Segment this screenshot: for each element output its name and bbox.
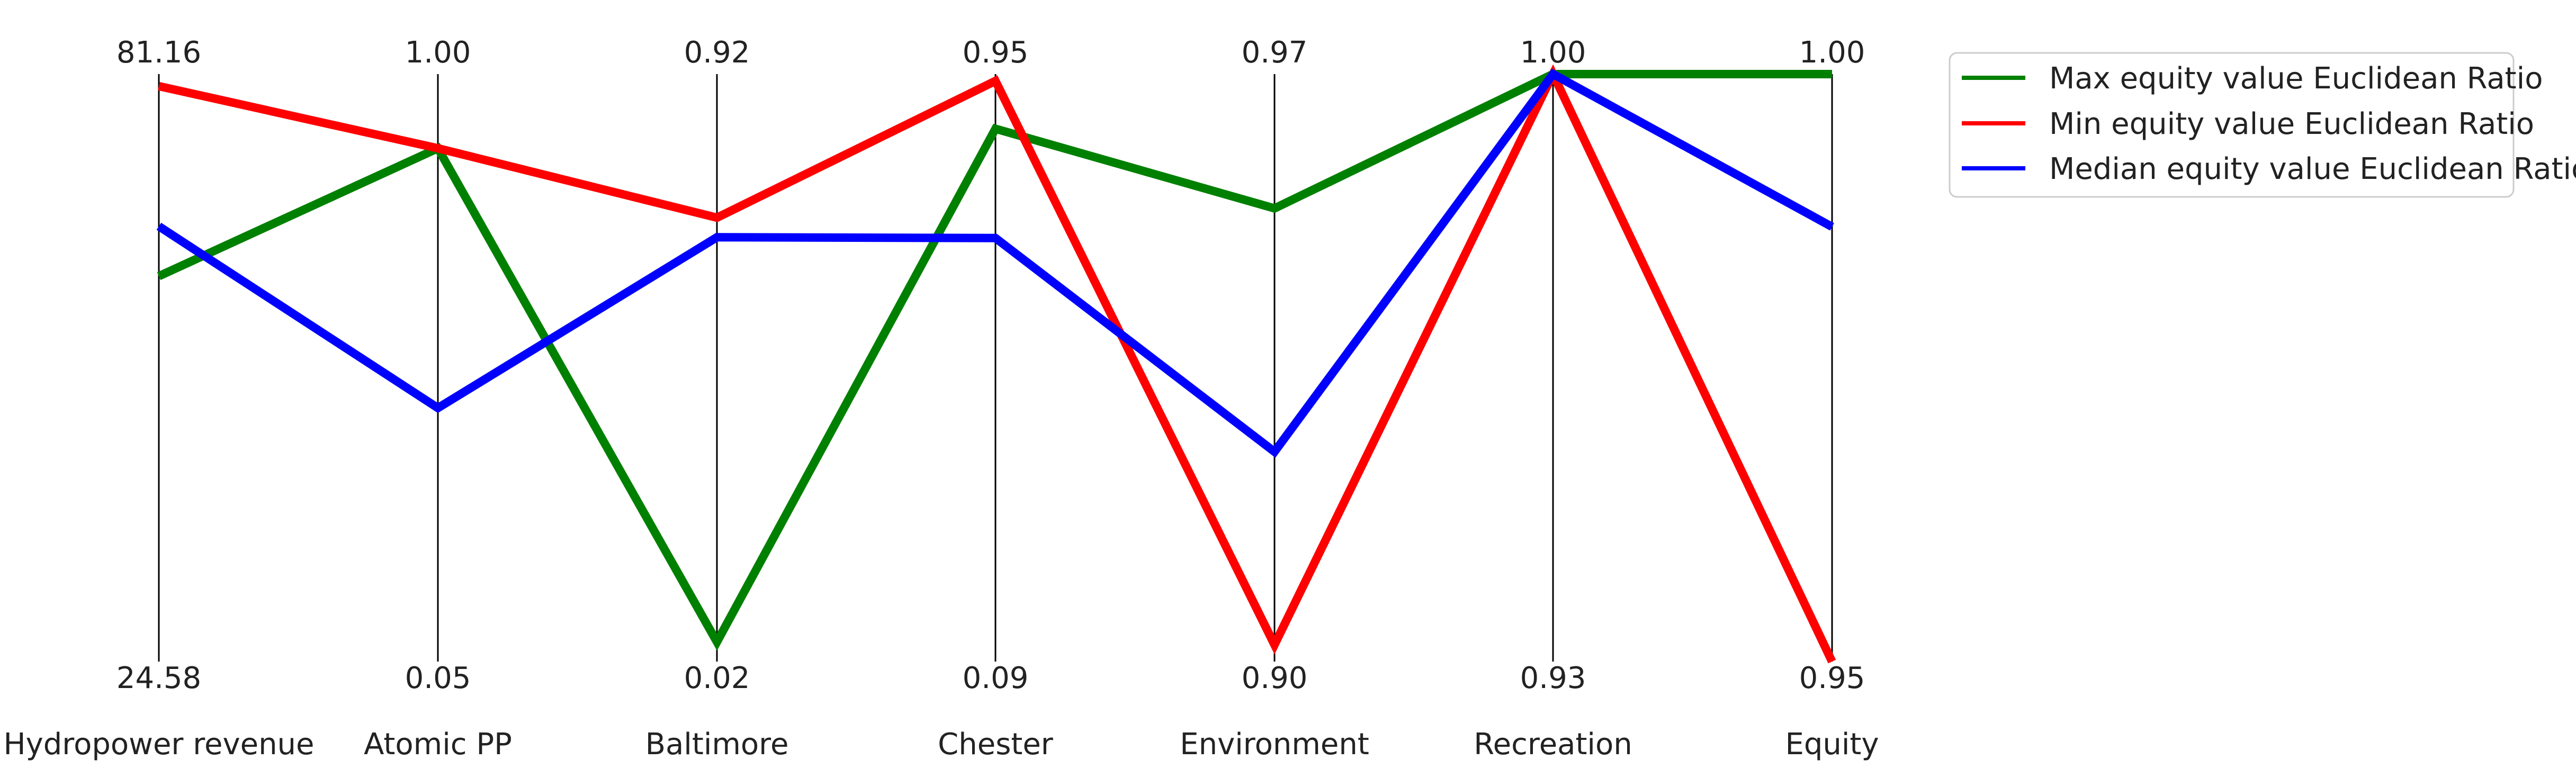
axis-min-label-environment: 0.90 xyxy=(1242,661,1308,695)
axis-name-baltimore: Baltimore xyxy=(645,727,789,762)
legend-frame xyxy=(1949,52,2515,198)
axis-min-label-recreation: 0.93 xyxy=(1520,661,1586,695)
legend-label-min-equity-value-euclidean-ratio: Min equity value Euclidean Ratio xyxy=(2049,107,2534,141)
legend: Max equity value Euclidean Ratio Min equi… xyxy=(1949,52,2576,198)
axis-min-label-equity: 0.95 xyxy=(1799,661,1865,695)
axis-max-label-chester: 0.95 xyxy=(963,35,1029,70)
axes-group: 81.16 24.58 Hydropower revenue 1.00 0.05 Atom… xyxy=(3,35,1879,762)
series-group xyxy=(156,64,1836,664)
axis-max-label-atomic-pp: 1.00 xyxy=(405,35,471,70)
axis-max-label-recreation: 1.00 xyxy=(1520,35,1586,70)
axis-min-label-chester: 0.09 xyxy=(963,661,1029,695)
axis-name-equity: Equity xyxy=(1785,727,1879,762)
legend-label-max-equity-value-euclidean-ratio: Max equity value Euclidean Ratio xyxy=(2049,61,2543,96)
axis-name-recreation: Recreation xyxy=(1474,727,1632,762)
axis-name-chester: Chester xyxy=(938,727,1054,762)
axis-max-label-equity: 1.00 xyxy=(1799,35,1865,70)
axis-max-label-hydropower-revenue: 81.16 xyxy=(116,35,201,70)
axis-min-label-baltimore: 0.02 xyxy=(684,661,750,695)
axis-name-environment: Environment xyxy=(1180,727,1369,762)
axis-max-label-baltimore: 0.92 xyxy=(684,35,750,70)
series-line-median-equity-value-euclidean-ratio xyxy=(156,68,1834,458)
axis-min-label-atomic-pp: 0.05 xyxy=(405,661,471,695)
axis-name-hydropower-revenue: Hydropower revenue xyxy=(3,727,314,762)
axis-max-label-environment: 0.97 xyxy=(1242,35,1308,70)
axis-min-label-hydropower-revenue: 24.58 xyxy=(116,661,201,695)
legend-label-median-equity-value-euclidean-ratio: Median equity value Euclidean Ratio xyxy=(2049,152,2576,186)
axis-name-atomic-pp: Atomic PP xyxy=(364,727,512,762)
